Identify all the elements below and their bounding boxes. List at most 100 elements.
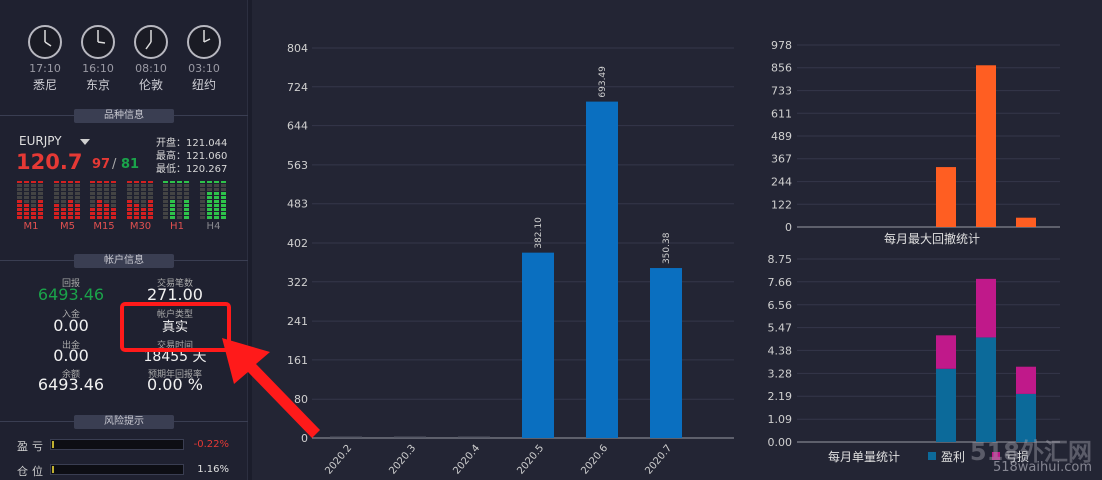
clock-time: 17:10 <box>29 62 61 75</box>
high-price: 最高：121.060 <box>156 151 228 162</box>
y-tick-label: 6.56 <box>768 299 793 312</box>
trades-value: 271.00 <box>147 285 203 304</box>
clock-time: 16:10 <box>82 62 114 75</box>
y-tick-label: 0 <box>785 221 792 234</box>
win-bar <box>936 368 956 442</box>
y-tick-label: 2.19 <box>768 390 793 403</box>
y-tick-label: 3.28 <box>768 367 793 380</box>
win-bar <box>976 337 996 442</box>
timeframe-bars-m1: M1 <box>17 181 45 232</box>
timeframe-bars-h1: H1 <box>163 181 191 232</box>
chevron-down-icon[interactable] <box>80 139 90 145</box>
y-tick-label: 4.38 <box>768 344 793 357</box>
x-tick-label: 2020.4 <box>451 443 482 477</box>
y-tick-label: 241 <box>287 315 308 328</box>
x-tick-label: 2020.7 <box>643 443 674 477</box>
y-tick-label: 978 <box>771 39 792 52</box>
left-panel: 17:10 悉尼 16:10 东京 08:10 伦敦 03:10 纽约 品种信息… <box>0 0 248 480</box>
price-ask: 81 <box>121 157 140 172</box>
watermark-url: 518waihui.com <box>992 460 1092 475</box>
timeframe-label[interactable]: M15 <box>93 221 115 232</box>
bar-2020.3 <box>394 436 426 438</box>
legend-win: 盈利 <box>941 450 965 464</box>
y-tick-label: 322 <box>287 276 308 289</box>
y-tick-label: 8.75 <box>768 253 793 266</box>
clock-london: 08:10 伦敦 <box>132 24 170 93</box>
clock-icon <box>187 25 221 59</box>
duration-value: 18455 天 <box>143 349 207 365</box>
bar-2020.6 <box>586 101 618 439</box>
x-tick-label: 2020.2 <box>323 443 354 477</box>
annual-return-label: 预期年回报率 <box>147 370 202 380</box>
clock-city: 伦敦 <box>138 78 163 92</box>
y-tick-label: 804 <box>287 42 308 55</box>
timeframe-label[interactable]: M30 <box>129 221 152 232</box>
section-title-symbol: 品种信息 <box>74 109 174 123</box>
clock-city: 东京 <box>85 78 110 92</box>
annual-return-value: 0.00 % <box>147 375 203 394</box>
y-tick-label: 724 <box>287 81 308 94</box>
timeframe-label[interactable]: H4 <box>206 221 221 232</box>
chart-area: 0 80 161 241 322 402 483 563 644 724 804 2020.2 2020… <box>252 0 1102 480</box>
open-price: 开盘：121.044 <box>156 138 228 149</box>
clock-icon <box>134 25 168 59</box>
y-tick-label: 0.00 <box>768 436 793 449</box>
x-tick-label: 2020.5 <box>515 443 546 477</box>
y-tick-label: 483 <box>287 198 308 211</box>
clock-time: 03:10 <box>188 62 220 75</box>
y-tick-label: 7.66 <box>768 276 793 289</box>
risk-position-bar <box>50 464 184 475</box>
chart-title-orders: 每月单量统计 <box>828 449 900 464</box>
timeframe-bars-m15: M15 <box>90 181 118 232</box>
x-tick-label: 2020.3 <box>387 443 418 477</box>
bar-2020.5 <box>522 252 554 438</box>
balance-value: 6493.46 <box>37 375 105 394</box>
risk-profit-value: -0.22% <box>193 439 229 450</box>
drawdown-bar <box>1016 217 1036 227</box>
risk-profit-label: 盈亏 <box>17 440 47 453</box>
deposit-value: 0.00 <box>53 316 89 335</box>
clock-tokyo: 16:10 东京 <box>79 24 117 93</box>
loss-bar <box>976 278 996 338</box>
timeframe-label[interactable]: H1 <box>170 221 184 232</box>
timeframe-label[interactable]: M1 <box>23 221 39 232</box>
low-price: 最低：120.267 <box>156 164 228 175</box>
bar-2020.7 <box>650 268 682 438</box>
y-tick-label: 563 <box>287 159 308 172</box>
y-tick-label: 161 <box>287 354 308 367</box>
price-bid: 97 <box>92 157 111 172</box>
drawdown-bar <box>936 167 956 227</box>
y-tick-label: 0 <box>301 432 308 445</box>
symbol-name[interactable]: EURJPY <box>19 134 62 148</box>
section-title-account: 帐户信息 <box>74 254 174 268</box>
clock-icon <box>81 25 115 59</box>
trades-label: 交易笔数 <box>156 279 193 289</box>
bar-2020.2 <box>330 436 362 438</box>
risk-position-label: 仓位 <box>17 465 47 478</box>
profit-label: 回报 <box>61 279 80 289</box>
y-tick-label: 80 <box>294 393 308 406</box>
data-label: 350.38 <box>662 232 672 264</box>
clock-time: 08:10 <box>135 62 167 75</box>
section-title-risk: 风险提示 <box>74 415 174 429</box>
price-separator: / <box>112 157 117 172</box>
clock-newyork: 03:10 纽约 <box>185 24 223 93</box>
y-tick-label: 367 <box>771 153 792 166</box>
risk-position-value: 1.16% <box>197 464 229 475</box>
risk-profit-bar <box>50 439 184 450</box>
y-tick-label: 856 <box>771 62 792 75</box>
clock-city: 悉尼 <box>32 78 57 92</box>
clock-city: 纽约 <box>191 78 216 92</box>
legend-loss: 亏损 <box>1005 450 1029 464</box>
data-label: 693.49 <box>598 66 608 98</box>
loss-bar <box>936 335 956 369</box>
legend-swatch-loss <box>992 452 1000 460</box>
charts-svg: 0 80 161 241 322 402 483 563 644 724 804 2020.2 2020… <box>287 39 1060 477</box>
price-main: 120.7 <box>16 150 83 174</box>
timeframe-label[interactable]: M5 <box>60 221 75 232</box>
y-tick-label: 402 <box>287 237 308 250</box>
balance-label: 余额 <box>61 370 80 380</box>
legend-swatch-win <box>928 452 936 460</box>
y-tick-label: 733 <box>771 85 792 98</box>
bar-2020.4 <box>458 436 490 438</box>
